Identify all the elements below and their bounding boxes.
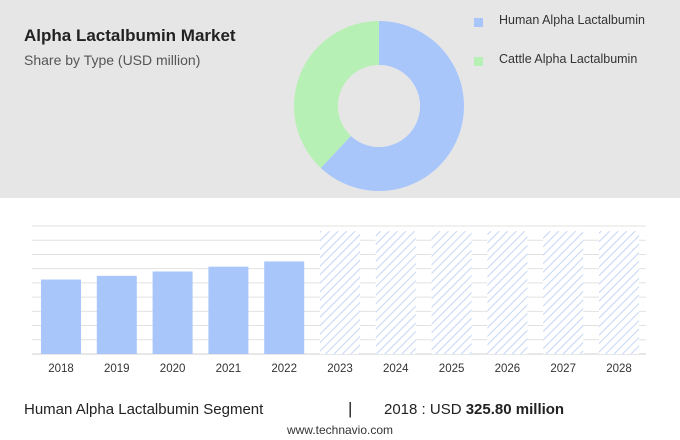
bar-forecast-2026 xyxy=(487,231,528,354)
legend-label-human: Human Alpha Lactalbumin xyxy=(499,13,645,27)
source-link[interactable]: www.technavio.com xyxy=(286,423,394,437)
x-tick-label: 2024 xyxy=(383,363,409,375)
bar-forecast-2023 xyxy=(320,231,360,354)
x-tick-label: 2025 xyxy=(439,363,465,375)
donut-chart xyxy=(294,21,465,192)
x-tick-label: 2022 xyxy=(271,363,297,375)
x-tick-label: 2021 xyxy=(216,363,242,375)
legend-item-cattle: Cattle Alpha Lactalbumin xyxy=(474,53,669,66)
x-tick-label: 2027 xyxy=(550,363,576,375)
chart-subtitle: Share by Type (USD million) xyxy=(24,52,201,68)
bar-forecast-2025 xyxy=(431,231,472,354)
bar-2019 xyxy=(96,275,137,354)
x-tick-label: 2019 xyxy=(104,363,130,375)
legend-item-human: Human Alpha Lactalbumin xyxy=(474,14,669,27)
footer-value-amount: 325.80 million xyxy=(465,401,565,418)
x-tick-label: 2028 xyxy=(606,363,632,375)
footer-separator: | xyxy=(348,399,353,418)
footer-segment-label: Human Alpha Lactalbumin Segment xyxy=(24,401,264,418)
bar-2018 xyxy=(41,279,81,354)
bar-2020 xyxy=(152,271,193,354)
chart-title: Alpha Lactalbumin Market xyxy=(24,26,236,45)
donut-slice-1 xyxy=(294,21,379,168)
legend-swatch-cattle xyxy=(474,57,483,66)
bar-2022 xyxy=(264,261,305,354)
footer-value-prefix: 2018 : USD xyxy=(384,401,462,418)
bar-forecast-2028 xyxy=(599,231,639,354)
legend-swatch-human xyxy=(474,18,483,27)
bar-forecast-2024 xyxy=(375,231,416,354)
donut-slice-0 xyxy=(320,21,465,192)
x-tick-label: 2020 xyxy=(160,363,186,375)
x-tick-label: 2018 xyxy=(48,363,74,375)
donut-hole xyxy=(338,65,420,147)
x-tick-label: 2026 xyxy=(495,363,521,375)
bar-2021 xyxy=(208,266,249,354)
x-tick-label: 2023 xyxy=(327,363,353,375)
legend-label-cattle: Cattle Alpha Lactalbumin xyxy=(499,52,638,66)
bar-forecast-2027 xyxy=(543,231,584,354)
footer-value: 2018 : USD 325.80 million xyxy=(384,401,564,418)
